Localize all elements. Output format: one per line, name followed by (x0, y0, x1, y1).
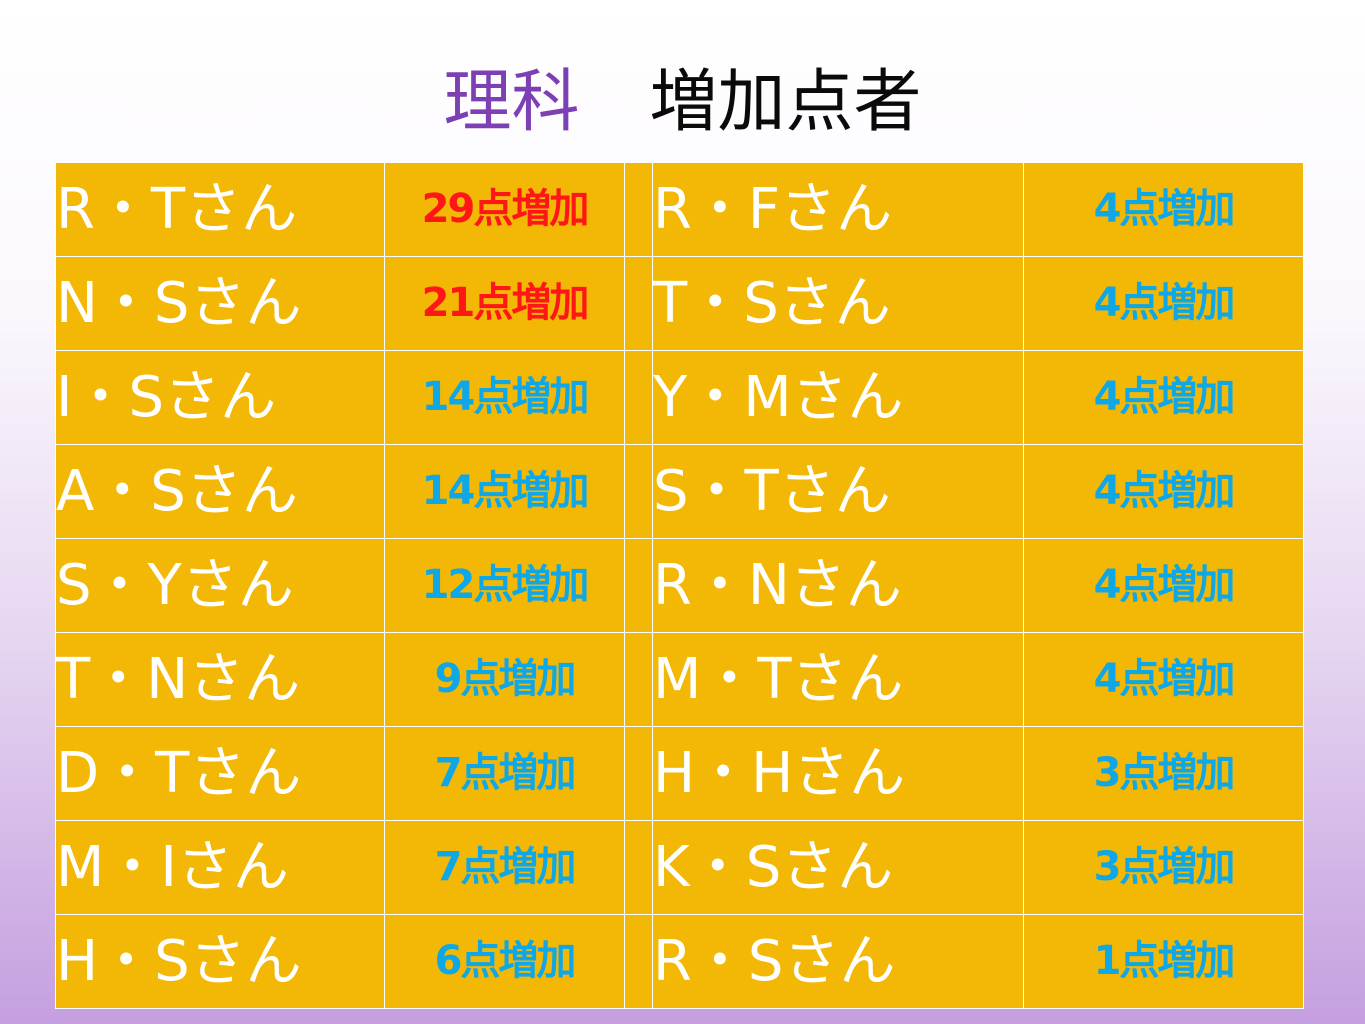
score-increase-table: R・Tさん 29点増加 R・Fさん 4点増加 N・Sさん 21点増加 T・Sさん 4点増加 I・… (55, 162, 1304, 1009)
table-row: T・Nさん 9点増加 M・Tさん 4点増加 (55, 632, 1304, 727)
column-separator (624, 726, 653, 821)
points-increase-right: 4点増加 (1023, 538, 1304, 633)
points-increase-left: 29点増加 (384, 162, 625, 257)
points-increase-left: 12点増加 (384, 538, 625, 633)
table-row: S・Yさん 12点増加 R・Nさん 4点増加 (55, 538, 1304, 633)
points-increase-left: 21点増加 (384, 256, 625, 351)
student-name-left: T・Nさん (55, 632, 385, 727)
column-separator (624, 350, 653, 445)
points-increase-right: 3点増加 (1023, 726, 1304, 821)
student-name-right: K・Sさん (652, 820, 1024, 915)
points-increase-left: 14点増加 (384, 444, 625, 539)
student-name-right: M・Tさん (652, 632, 1024, 727)
subject-label: 理科 (443, 63, 580, 142)
points-increase-left: 14点増加 (384, 350, 625, 445)
points-increase-left: 7点増加 (384, 820, 625, 915)
student-name-right: S・Tさん (652, 444, 1024, 539)
column-separator (624, 632, 653, 727)
points-increase-right: 4点増加 (1023, 444, 1304, 539)
student-name-left: S・Yさん (55, 538, 385, 633)
column-separator (624, 162, 653, 257)
student-name-left: I・Sさん (55, 350, 385, 445)
column-separator (624, 538, 653, 633)
table-row: N・Sさん 21点増加 T・Sさん 4点増加 (55, 256, 1304, 351)
points-increase-left: 7点増加 (384, 726, 625, 821)
slide-title: 理科 増加点者 (0, 58, 1365, 148)
points-increase-right: 4点増加 (1023, 350, 1304, 445)
table-row: M・Iさん 7点増加 K・Sさん 3点増加 (55, 820, 1304, 915)
table-row: R・Tさん 29点増加 R・Fさん 4点増加 (55, 162, 1304, 257)
student-name-left: H・Sさん (55, 914, 385, 1009)
column-separator (624, 256, 653, 351)
student-name-right: Y・Mさん (652, 350, 1024, 445)
points-increase-left: 9点増加 (384, 632, 625, 727)
student-name-left: N・Sさん (55, 256, 385, 351)
student-name-right: R・Fさん (652, 162, 1024, 257)
points-increase-right: 1点増加 (1023, 914, 1304, 1009)
table-row: I・Sさん 14点増加 Y・Mさん 4点増加 (55, 350, 1304, 445)
student-name-right: R・Sさん (652, 914, 1024, 1009)
points-increase-right: 4点増加 (1023, 256, 1304, 351)
student-name-left: D・Tさん (55, 726, 385, 821)
student-name-left: R・Tさん (55, 162, 385, 257)
student-name-right: T・Sさん (652, 256, 1024, 351)
table-row: H・Sさん 6点増加 R・Sさん 1点増加 (55, 914, 1304, 1009)
points-increase-right: 4点増加 (1023, 162, 1304, 257)
column-separator (624, 444, 653, 539)
student-name-left: M・Iさん (55, 820, 385, 915)
score-table-body: R・Tさん 29点増加 R・Fさん 4点増加 N・Sさん 21点増加 T・Sさん 4点増加 I・… (55, 162, 1304, 1009)
table-row: D・Tさん 7点増加 H・Hさん 3点増加 (55, 726, 1304, 821)
points-increase-right: 4点増加 (1023, 632, 1304, 727)
student-name-right: R・Nさん (652, 538, 1024, 633)
student-name-right: H・Hさん (652, 726, 1024, 821)
column-separator (624, 914, 653, 1009)
table-row: A・Sさん 14点増加 S・Tさん 4点増加 (55, 444, 1304, 539)
points-increase-left: 6点増加 (384, 914, 625, 1009)
column-separator (624, 820, 653, 915)
student-name-left: A・Sさん (55, 444, 385, 539)
points-increase-right: 3点増加 (1023, 820, 1304, 915)
title-heading: 増加点者 (649, 63, 922, 142)
